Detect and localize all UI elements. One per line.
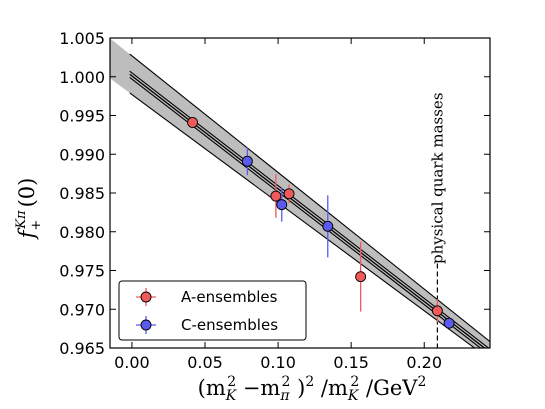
x-tick-label: 0.10 bbox=[260, 353, 296, 372]
legend: A-ensembles C-ensembles bbox=[118, 280, 307, 341]
legend-marker-dot bbox=[140, 291, 152, 303]
legend-label-a-ensembles: A-ensembles bbox=[181, 288, 278, 306]
x-axis-title-p5: π bbox=[279, 388, 290, 404]
x-axis-title-p1: (m bbox=[198, 376, 226, 400]
y-tick-label: 0.970 bbox=[59, 300, 105, 319]
x-axis-title-p13: 2 bbox=[417, 374, 426, 390]
x-tick-label: 0.20 bbox=[406, 353, 442, 372]
y-axis-title-sup: Kπ bbox=[14, 210, 29, 230]
point-c-ensembles-3 bbox=[443, 317, 455, 329]
point-c-ensembles-0 bbox=[241, 155, 253, 167]
axis-ticks: 0.965 0.970 0.975 0.980 0.985 0.990 0.995 1.000… bbox=[59, 29, 490, 372]
x-axis-title-p12: /GeV bbox=[359, 376, 418, 400]
x-tick-label: 0.00 bbox=[114, 353, 150, 372]
y-tick-label: 1.000 bbox=[59, 68, 105, 87]
x-axis-title-p7: ) bbox=[290, 376, 305, 400]
x-axis-title-p3: 2 bbox=[227, 374, 236, 390]
y-tick-label: 0.980 bbox=[59, 223, 105, 242]
legend-label-c-ensembles: C-ensembles bbox=[181, 316, 278, 334]
y-axis-title: f+Kπ(0) bbox=[14, 178, 44, 241]
point-a-ensembles-0 bbox=[187, 117, 199, 128]
physical-quark-masses-annotation: physical quark masses bbox=[428, 92, 446, 264]
point-a-ensembles-3 bbox=[355, 271, 367, 283]
y-tick-label: 0.990 bbox=[59, 145, 105, 164]
point-a-ensembles-2 bbox=[283, 188, 295, 200]
x-axis-title-p11: 2 bbox=[350, 374, 359, 390]
x-tick-label: 0.15 bbox=[333, 353, 369, 372]
fit-band-lower-edge bbox=[129, 92, 476, 348]
x-axis-title-p2: K bbox=[225, 388, 238, 404]
fit-band-upper-edge bbox=[129, 53, 490, 343]
plot-area bbox=[110, 38, 490, 348]
x-axis-title-p4: −m bbox=[236, 376, 280, 400]
x-axis-title-p8: 2 bbox=[305, 374, 314, 390]
x-axis-title-p6: 2 bbox=[282, 374, 291, 390]
legend-marker-a-ensembles bbox=[136, 288, 156, 306]
point-c-ensembles-2 bbox=[322, 220, 334, 232]
fit-inner-upper-line bbox=[129, 70, 490, 348]
legend-marker-c-ensembles bbox=[136, 316, 156, 334]
x-axis-title-p9: /m bbox=[314, 376, 348, 400]
x-tick-label: 0.05 bbox=[187, 353, 223, 372]
point-a-ensembles-4 bbox=[431, 305, 443, 317]
y-tick-label: 0.975 bbox=[59, 262, 105, 281]
point-a-ensembles-1 bbox=[270, 190, 282, 202]
legend-marker-dot bbox=[140, 319, 152, 331]
x-axis-title-p10: K bbox=[347, 388, 360, 404]
y-tick-label: 0.965 bbox=[59, 339, 105, 358]
y-tick-label: 0.985 bbox=[59, 184, 105, 203]
y-axis-title-f: f bbox=[15, 227, 39, 240]
y-tick-label: 0.995 bbox=[59, 107, 105, 126]
x-axis-title: (mK2 −mπ2 )2 /mK2 /GeV2 bbox=[198, 374, 427, 404]
fit-error-band bbox=[110, 38, 490, 348]
y-tick-label: 1.005 bbox=[59, 29, 105, 48]
y-axis-title-arg: (0) bbox=[15, 178, 39, 208]
point-c-ensembles-1 bbox=[276, 199, 288, 211]
y-axis-title-sub: + bbox=[29, 220, 44, 231]
legend-box bbox=[118, 280, 307, 341]
